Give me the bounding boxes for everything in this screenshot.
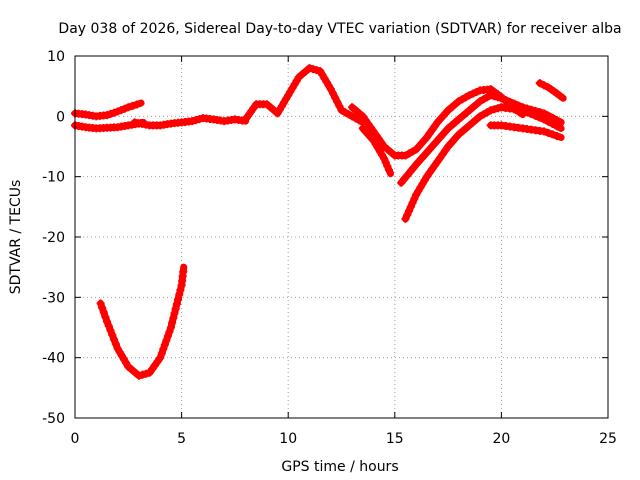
data-point (179, 267, 188, 276)
data-point (531, 111, 540, 120)
data-point (544, 128, 553, 137)
data-point (160, 340, 169, 349)
data-point (328, 89, 337, 98)
data-point (501, 96, 510, 105)
data-point (410, 194, 419, 203)
data-point (384, 165, 393, 174)
x-axis-label: GPS time / hours (281, 459, 398, 475)
data-point (101, 312, 110, 321)
series-trace-9 (401, 103, 565, 223)
data-point (406, 202, 415, 211)
y-tick-label: 10 (47, 49, 65, 65)
series-trace-12 (535, 79, 567, 102)
series-trace-3 (130, 114, 250, 130)
data-point (108, 331, 117, 340)
data-point (335, 102, 344, 111)
data-point (156, 353, 165, 362)
data-point (124, 103, 133, 112)
x-tick-label: 15 (386, 431, 404, 447)
data-point (381, 158, 390, 167)
series-trace-7 (358, 124, 395, 178)
data-point (383, 162, 392, 171)
x-tick-label: 5 (177, 431, 186, 447)
data-point (405, 206, 414, 215)
data-point (535, 113, 544, 122)
x-tick-label: 0 (71, 431, 80, 447)
data-point (162, 336, 171, 345)
series-trace-6 (348, 85, 527, 160)
y-axis-label: SDTVAR / TECUs (8, 180, 24, 295)
series-trace-4 (96, 263, 188, 380)
x-tick-label: 25 (599, 431, 617, 447)
data-point (166, 323, 175, 332)
data-point (518, 106, 527, 115)
data-point (401, 214, 410, 223)
plot-frame (74, 55, 609, 419)
data-point (170, 309, 179, 318)
data-point (175, 290, 184, 299)
data-point (159, 345, 168, 354)
data-point (106, 326, 115, 335)
series-trace-5 (241, 64, 367, 126)
data-point (540, 81, 549, 90)
data-point (552, 131, 561, 140)
data-point (96, 299, 105, 308)
data-point (408, 198, 417, 207)
data-point (403, 210, 412, 219)
data-point (157, 349, 166, 358)
data-point (132, 100, 141, 109)
data-point (380, 154, 389, 163)
data-point (331, 93, 340, 102)
grid (75, 56, 608, 418)
data-point (535, 79, 544, 88)
y-tick-label: -20 (42, 230, 65, 246)
data-point (176, 285, 185, 294)
data-point (128, 101, 137, 110)
data-point (548, 130, 557, 139)
data-point (168, 318, 177, 327)
data-point (552, 117, 561, 126)
x-tick-label: 20 (492, 431, 510, 447)
y-tick-label: -50 (42, 411, 65, 427)
data-point (540, 127, 549, 136)
data-point (111, 340, 120, 349)
y-tick-label: -30 (42, 290, 65, 306)
data-point (104, 321, 113, 330)
data-point (102, 317, 111, 326)
data-point (556, 91, 565, 100)
data-point (165, 327, 174, 336)
data-point (99, 308, 108, 317)
series-line (401, 103, 565, 223)
y-tick-label: 0 (56, 109, 65, 125)
data-point (110, 335, 119, 344)
data-point (497, 94, 506, 103)
data-point (171, 304, 180, 313)
data-point (169, 314, 178, 323)
series-layer (71, 64, 567, 380)
data-point (172, 300, 181, 309)
data-point (98, 303, 107, 312)
data-point (163, 332, 172, 341)
series-trace-10 (486, 121, 565, 141)
x-tick-label: 10 (279, 431, 297, 447)
data-point (174, 295, 183, 304)
data-point (527, 109, 536, 118)
data-point (326, 85, 335, 94)
data-point (333, 97, 342, 106)
y-tick-label: -40 (42, 351, 65, 367)
series-trace-2 (71, 99, 145, 121)
series-trace-11 (497, 103, 565, 126)
chart-title: Day 038 of 2026, Sidereal Day-to-day VTE… (58, 21, 621, 37)
y-tick-label: -10 (42, 170, 65, 186)
data-point (522, 108, 531, 117)
